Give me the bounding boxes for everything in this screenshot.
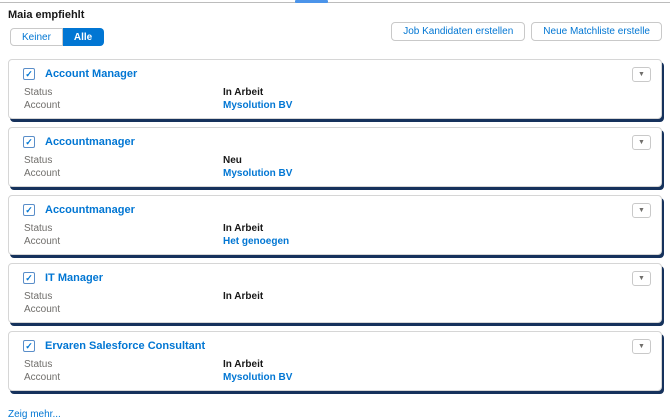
recommendation-filter-toggle: Keiner Alle <box>10 28 105 46</box>
field-row: Status In Arbeit <box>23 222 647 235</box>
field-label: Status <box>24 155 53 166</box>
match-card: ✓ Accountmanager Status In Arbeit Account H… <box>8 195 662 255</box>
chevron-down-icon: ▼ <box>638 275 645 282</box>
card-fields: Status Neu Account Mysolution BV <box>23 154 647 180</box>
field-value: In Arbeit <box>223 223 264 234</box>
chevron-down-icon: ▼ <box>638 71 645 78</box>
field-value: In Arbeit <box>223 359 264 370</box>
card-fields: Status In Arbeit Account Mysolution BV <box>23 358 647 384</box>
show-more-link[interactable]: Zeig mehr... <box>8 409 61 419</box>
row-actions-dropdown-button[interactable]: ▼ <box>632 135 651 150</box>
field-label: Status <box>24 291 53 302</box>
field-row: Account Mysolution BV <box>23 371 647 384</box>
card-header: ✓ Accountmanager <box>23 204 647 216</box>
job-title-link[interactable]: Ervaren Salesforce Consultant <box>45 340 206 352</box>
active-tab-indicator <box>295 0 328 3</box>
select-checkbox[interactable]: ✓ <box>23 136 35 148</box>
chevron-down-icon: ▼ <box>638 139 645 146</box>
field-value: In Arbeit <box>223 87 264 98</box>
card-header: ✓ Account Manager <box>23 68 647 80</box>
select-checkbox[interactable]: ✓ <box>23 340 35 352</box>
account-link[interactable]: Mysolution BV <box>223 100 293 111</box>
row-actions-dropdown-button[interactable]: ▼ <box>632 339 651 354</box>
card-fields: Status In Arbeit Account <box>23 290 647 316</box>
field-row: Status In Arbeit <box>23 86 647 99</box>
check-icon: ✓ <box>25 272 33 283</box>
match-card-list: ✓ Account Manager Status In Arbeit Account… <box>8 59 662 391</box>
match-card: ✓ Accountmanager Status Neu Account Mysolut… <box>8 127 662 187</box>
match-card: ✓ Account Manager Status In Arbeit Account… <box>8 59 662 119</box>
field-label: Account <box>24 100 61 111</box>
row-actions-dropdown-button[interactable]: ▼ <box>632 67 651 82</box>
card-header: ✓ Accountmanager <box>23 136 647 148</box>
field-label: Status <box>24 359 53 370</box>
field-label: Account <box>24 236 61 247</box>
field-label: Status <box>24 87 53 98</box>
field-row: Status In Arbeit <box>23 290 647 303</box>
field-row: Status Neu <box>23 154 647 167</box>
job-title-link[interactable]: Accountmanager <box>45 136 135 148</box>
header-actions: Job Kandidaten erstellen Neue Matchliste… <box>391 22 662 41</box>
job-title-link[interactable]: IT Manager <box>45 272 104 284</box>
row-actions-dropdown-button[interactable]: ▼ <box>632 271 651 286</box>
match-card: ✓ Ervaren Salesforce Consultant Status In… <box>8 331 662 391</box>
card-header: ✓ IT Manager <box>23 272 647 284</box>
check-icon: ✓ <box>25 340 33 351</box>
card-fields: Status In Arbeit Account Mysolution BV <box>23 86 647 112</box>
field-label: Account <box>24 168 61 179</box>
chevron-down-icon: ▼ <box>638 207 645 214</box>
select-checkbox[interactable]: ✓ <box>23 68 35 80</box>
field-label: Account <box>24 304 61 315</box>
match-card: ✓ IT Manager Status In Arbeit Account ▼ <box>8 263 662 323</box>
account-link[interactable]: Mysolution BV <box>223 168 293 179</box>
check-icon: ✓ <box>25 68 33 79</box>
check-icon: ✓ <box>25 204 33 215</box>
field-row: Account Mysolution BV <box>23 99 647 112</box>
account-link[interactable]: Mysolution BV <box>223 372 293 383</box>
field-label: Status <box>24 223 53 234</box>
job-title-link[interactable]: Accountmanager <box>45 204 135 216</box>
account-link[interactable]: Het genoegen <box>223 236 290 247</box>
card-header: ✓ Ervaren Salesforce Consultant <box>23 340 647 352</box>
card-fields: Status In Arbeit Account Het genoegen <box>23 222 647 248</box>
toggle-keiner-button[interactable]: Keiner <box>10 28 63 46</box>
select-checkbox[interactable]: ✓ <box>23 204 35 216</box>
job-title-link[interactable]: Account Manager <box>45 68 138 80</box>
field-row: Account <box>23 303 647 316</box>
select-checkbox[interactable]: ✓ <box>23 272 35 284</box>
field-row: Account Mysolution BV <box>23 167 647 180</box>
field-value: Neu <box>223 155 242 166</box>
field-row: Status In Arbeit <box>23 358 647 371</box>
field-row: Account Het genoegen <box>23 235 647 248</box>
field-label: Account <box>24 372 61 383</box>
row-actions-dropdown-button[interactable]: ▼ <box>632 203 651 218</box>
tab-strip-border <box>0 0 670 3</box>
check-icon: ✓ <box>25 136 33 147</box>
create-new-matchlist-button[interactable]: Neue Matchliste erstelle <box>531 22 662 41</box>
chevron-down-icon: ▼ <box>638 343 645 350</box>
field-value: In Arbeit <box>223 291 264 302</box>
page-title: Maia empfiehlt <box>8 9 85 21</box>
toggle-alle-button[interactable]: Alle <box>62 28 105 46</box>
create-job-candidates-button[interactable]: Job Kandidaten erstellen <box>391 22 526 41</box>
